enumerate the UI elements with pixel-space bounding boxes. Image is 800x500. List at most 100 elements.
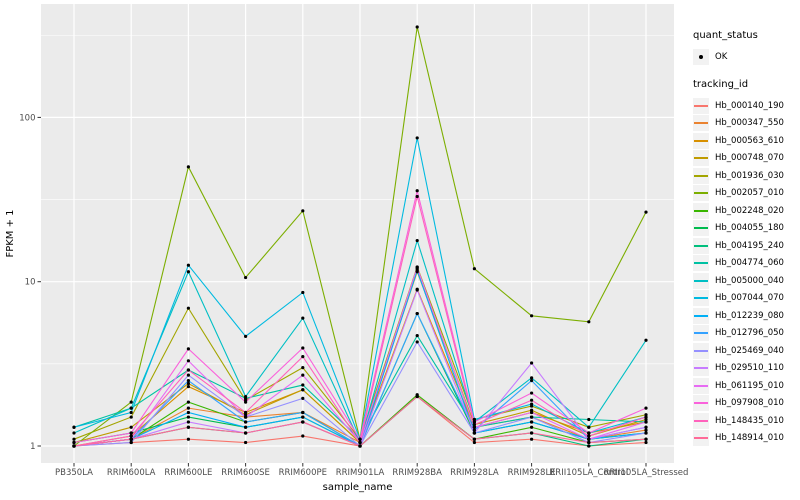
- data-point: [301, 316, 305, 320]
- data-point: [644, 210, 648, 214]
- legend-item-Hb_001936_030: Hb_001936_030: [693, 167, 799, 185]
- data-point: [415, 340, 419, 344]
- data-point: [530, 431, 534, 435]
- legend-title-quant-status: quant_status: [693, 30, 758, 41]
- data-point: [644, 413, 648, 417]
- data-point: [472, 267, 476, 271]
- legend-item-Hb_029510_110: Hb_029510_110: [693, 360, 799, 378]
- data-point: [244, 275, 248, 280]
- legend-line-icon: [694, 139, 708, 142]
- legend-line-icon: [694, 157, 708, 160]
- data-point: [587, 320, 591, 324]
- legend-line-icon: [694, 244, 708, 247]
- legend-line-icon: [694, 279, 708, 282]
- y-tick-label: 1: [30, 442, 35, 452]
- data-point: [587, 440, 591, 445]
- data-point: [530, 398, 534, 402]
- data-point: [301, 373, 305, 377]
- legend-line-icon: [694, 192, 708, 195]
- legend-line-icon: [694, 104, 708, 107]
- data-point: [244, 394, 248, 399]
- legend-line-icon: [694, 419, 708, 422]
- legend-key: [693, 132, 709, 149]
- legend-item-label: Hb_029510_110: [715, 363, 784, 374]
- legend-key: [693, 325, 709, 342]
- data-point: [472, 422, 476, 427]
- data-point: [129, 434, 133, 438]
- legend-item-label: Hb_012796_050: [715, 328, 784, 339]
- legend-line-icon: [694, 297, 708, 300]
- legend-line-icon: [694, 122, 708, 125]
- legend-tracking-items: Hb_000140_190 Hb_000347_550 Hb_000563_610 H…: [693, 97, 799, 447]
- data-point: [301, 209, 305, 213]
- x-tick-label: RRII105LA_Control: [549, 468, 628, 478]
- data-point: [186, 359, 190, 363]
- data-point: [644, 417, 648, 422]
- data-point: [72, 431, 76, 435]
- legend-key: [693, 237, 709, 254]
- legend-item-Hb_004195_240: Hb_004195_240: [693, 237, 799, 255]
- legend-item-Hb_002057_010: Hb_002057_010: [693, 185, 799, 203]
- data-point: [244, 425, 248, 429]
- data-point: [72, 437, 76, 441]
- legend-line-icon: [694, 402, 708, 405]
- legend-key: [693, 307, 709, 324]
- x-tick-label: PB350LA: [55, 468, 93, 478]
- data-point: [415, 394, 419, 399]
- x-tick-label: RRIM928BA: [392, 468, 442, 478]
- legend-item-Hb_000563_610: Hb_000563_610: [693, 132, 799, 150]
- data-point: [587, 425, 591, 429]
- legend-item-Hb_002248_020: Hb_002248_020: [693, 202, 799, 220]
- data-point: [186, 347, 190, 351]
- x-axis-title: sample_name: [323, 482, 393, 493]
- data-point: [644, 425, 648, 429]
- data-point: [358, 440, 362, 445]
- data-point: [301, 388, 305, 392]
- data-point: [244, 420, 248, 424]
- legend-item-label: Hb_000748_070: [715, 153, 784, 164]
- data-point: [301, 410, 305, 415]
- data-point: [129, 400, 133, 404]
- legend-item-Hb_061195_010: Hb_061195_010: [693, 377, 799, 395]
- legend-key: [693, 290, 709, 307]
- data-point: [301, 290, 305, 295]
- data-point: [244, 413, 248, 417]
- data-point: [530, 402, 534, 406]
- data-point: [587, 417, 591, 422]
- legend-key: [693, 272, 709, 289]
- data-point: [587, 431, 591, 435]
- data-point: [472, 437, 476, 441]
- data-point: [644, 415, 648, 419]
- data-point: [530, 415, 534, 419]
- legend: quant_status OK tracking_id Hb_000140_19…: [693, 30, 799, 447]
- data-point: [186, 406, 190, 410]
- data-point: [301, 420, 305, 424]
- data-point: [415, 333, 419, 338]
- legend-item-label: Hb_004055_180: [715, 223, 784, 234]
- data-point: [129, 410, 133, 415]
- legend-key: [693, 97, 709, 114]
- x-tick-label: RRII105LA_Stressed: [604, 468, 689, 478]
- legend-key: [693, 220, 709, 237]
- black-point-icon: [699, 55, 703, 59]
- legend-item-Hb_148914_010: Hb_148914_010: [693, 430, 799, 448]
- legend-item-Hb_012239_080: Hb_012239_080: [693, 307, 799, 325]
- legend-line-icon: [694, 367, 708, 370]
- legend-key: [693, 395, 709, 412]
- data-point: [186, 373, 190, 377]
- legend-line-icon: [694, 437, 708, 440]
- legend-line-icon: [694, 349, 708, 352]
- data-point: [129, 425, 133, 429]
- legend-item-label: Hb_097908_010: [715, 398, 784, 409]
- data-point: [301, 415, 305, 419]
- x-tick-label: RRIM928LA: [450, 468, 499, 478]
- data-point: [358, 437, 362, 441]
- data-point: [415, 189, 419, 193]
- data-point: [186, 437, 190, 441]
- data-point: [415, 268, 419, 273]
- x-tick-label: RRIM600SE: [221, 468, 270, 478]
- ok-point-key: [693, 49, 709, 65]
- legend-item-Hb_012796_050: Hb_012796_050: [693, 325, 799, 343]
- data-point: [244, 415, 248, 419]
- data-point: [244, 440, 248, 445]
